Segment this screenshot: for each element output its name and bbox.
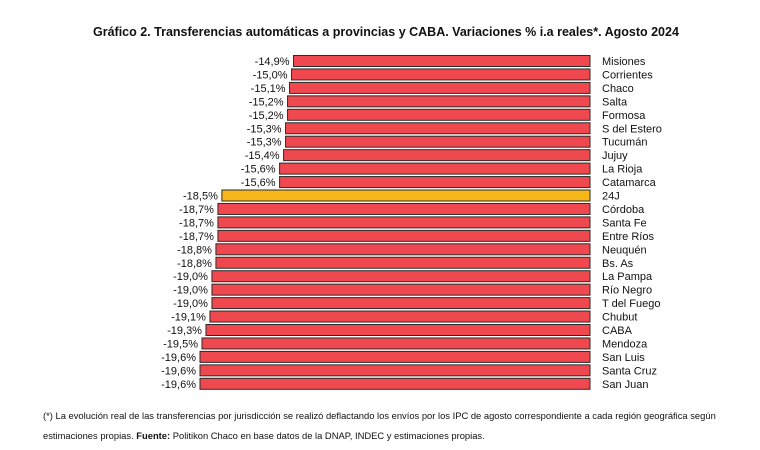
bar-s-del-estero xyxy=(285,122,591,135)
value-label-san-luis: -19,6% xyxy=(161,352,196,364)
category-label-bs-as: Bs. As xyxy=(602,258,634,270)
value-label-bs-as: -18,8% xyxy=(177,258,212,270)
category-label-mendoza: Mendoza xyxy=(602,338,648,350)
category-label-salta: Salta xyxy=(602,96,628,108)
bar-mendoza xyxy=(201,337,591,350)
category-label-t-del-fuego: T del Fuego xyxy=(602,298,661,310)
value-label-catamarca: -15,6% xyxy=(241,177,276,189)
bar-san-luis xyxy=(199,350,591,363)
footnote-source-text: Politikon Chaco en base datos de la DNAP… xyxy=(170,430,485,441)
bar-t-del-fuego xyxy=(211,297,591,310)
bar-la-pampa xyxy=(211,270,591,283)
value-label-la-rioja: -15,6% xyxy=(241,164,276,176)
category-label-la-rioja: La Rioja xyxy=(602,164,643,176)
bar-la-rioja xyxy=(279,162,591,175)
value-label-cordoba: -18,7% xyxy=(179,204,214,216)
value-label-s-del-estero: -15,3% xyxy=(247,123,282,135)
bar-misiones xyxy=(293,55,591,67)
bar-caba xyxy=(205,324,591,336)
category-label-formosa: Formosa xyxy=(602,110,646,122)
value-label-formosa: -15,2% xyxy=(249,110,284,122)
value-label-santa-fe: -18,7% xyxy=(179,217,214,229)
bar-bs-as xyxy=(215,256,591,269)
bar-entre-rios xyxy=(217,229,591,242)
bar-tucuman xyxy=(285,135,591,148)
value-label-tucuman: -15,3% xyxy=(247,137,282,149)
category-label-neuquen: Neuquén xyxy=(602,244,647,256)
value-label-salta: -15,2% xyxy=(249,96,284,108)
category-label-catamarca: Catamarca xyxy=(602,177,657,189)
value-label-santa-cruz: -19,6% xyxy=(161,365,196,377)
category-label-la-pampa: La Pampa xyxy=(602,271,653,283)
category-label-rio-negro: Río Negro xyxy=(602,285,652,297)
bar-san-juan xyxy=(199,377,591,390)
footnote: (*) La evolución real de las transferenc… xyxy=(43,406,743,446)
category-label-santa-cruz: Santa Cruz xyxy=(602,365,657,377)
category-label-24j: 24J xyxy=(602,191,620,203)
bar-salta xyxy=(287,95,591,108)
bar-santa-cruz xyxy=(199,364,591,377)
bar-neuquen xyxy=(215,243,591,256)
bar-rio-negro xyxy=(211,283,591,296)
category-label-san-luis: San Luis xyxy=(602,352,645,364)
value-label-san-juan: -19,6% xyxy=(161,379,196,391)
value-label-24j: -18,5% xyxy=(183,191,218,203)
bar-chart: -14,9% Misiones -15,0% Corrientes -15,1% Chac… xyxy=(161,55,662,391)
value-label-corrientes: -15,0% xyxy=(253,69,288,81)
category-label-misiones: Misiones xyxy=(602,56,646,68)
category-label-entre-rios: Entre Ríos xyxy=(602,231,654,243)
value-label-t-del-fuego: -19,0% xyxy=(173,298,208,310)
footnote-source-label: Fuente: xyxy=(136,430,171,441)
bar-chaco xyxy=(289,81,591,94)
value-label-la-pampa: -19,0% xyxy=(173,271,208,283)
bar-formosa xyxy=(287,108,591,121)
value-label-chaco: -15,1% xyxy=(251,83,286,95)
category-label-chubut: Chubut xyxy=(602,312,637,324)
bar-cordoba xyxy=(217,202,591,215)
value-label-neuquen: -18,8% xyxy=(177,244,212,256)
bar-corrientes xyxy=(291,68,591,81)
bar-chubut xyxy=(209,310,591,323)
category-label-chaco: Chaco xyxy=(602,83,634,95)
category-label-s-del-estero: S del Estero xyxy=(602,123,662,135)
value-label-chubut: -19,1% xyxy=(171,312,206,324)
value-label-mendoza: -19,5% xyxy=(163,338,198,350)
value-label-caba: -19,3% xyxy=(167,325,202,337)
value-label-rio-negro: -19,0% xyxy=(173,285,208,297)
category-label-santa-fe: Santa Fe xyxy=(602,217,647,229)
bar-24j xyxy=(221,189,591,202)
value-label-misiones: -14,9% xyxy=(255,56,290,68)
category-label-jujuy: Jujuy xyxy=(602,150,628,162)
bar-santa-fe xyxy=(217,216,591,229)
chart-title: Gráfico 2. Transferencias automáticas a … xyxy=(93,25,679,39)
footnote-text: (*) La evolución real de las transferenc… xyxy=(43,410,716,441)
bar-jujuy xyxy=(283,149,591,162)
value-label-entre-rios: -18,7% xyxy=(179,231,214,243)
category-label-caba: CABA xyxy=(602,325,633,337)
category-label-tucuman: Tucumán xyxy=(602,137,647,149)
category-label-corrientes: Corrientes xyxy=(602,69,653,81)
bar-catamarca xyxy=(279,176,591,189)
category-label-cordoba: Córdoba xyxy=(602,204,645,216)
value-label-jujuy: -15,4% xyxy=(245,150,280,162)
category-label-san-juan: San Juan xyxy=(602,379,648,391)
